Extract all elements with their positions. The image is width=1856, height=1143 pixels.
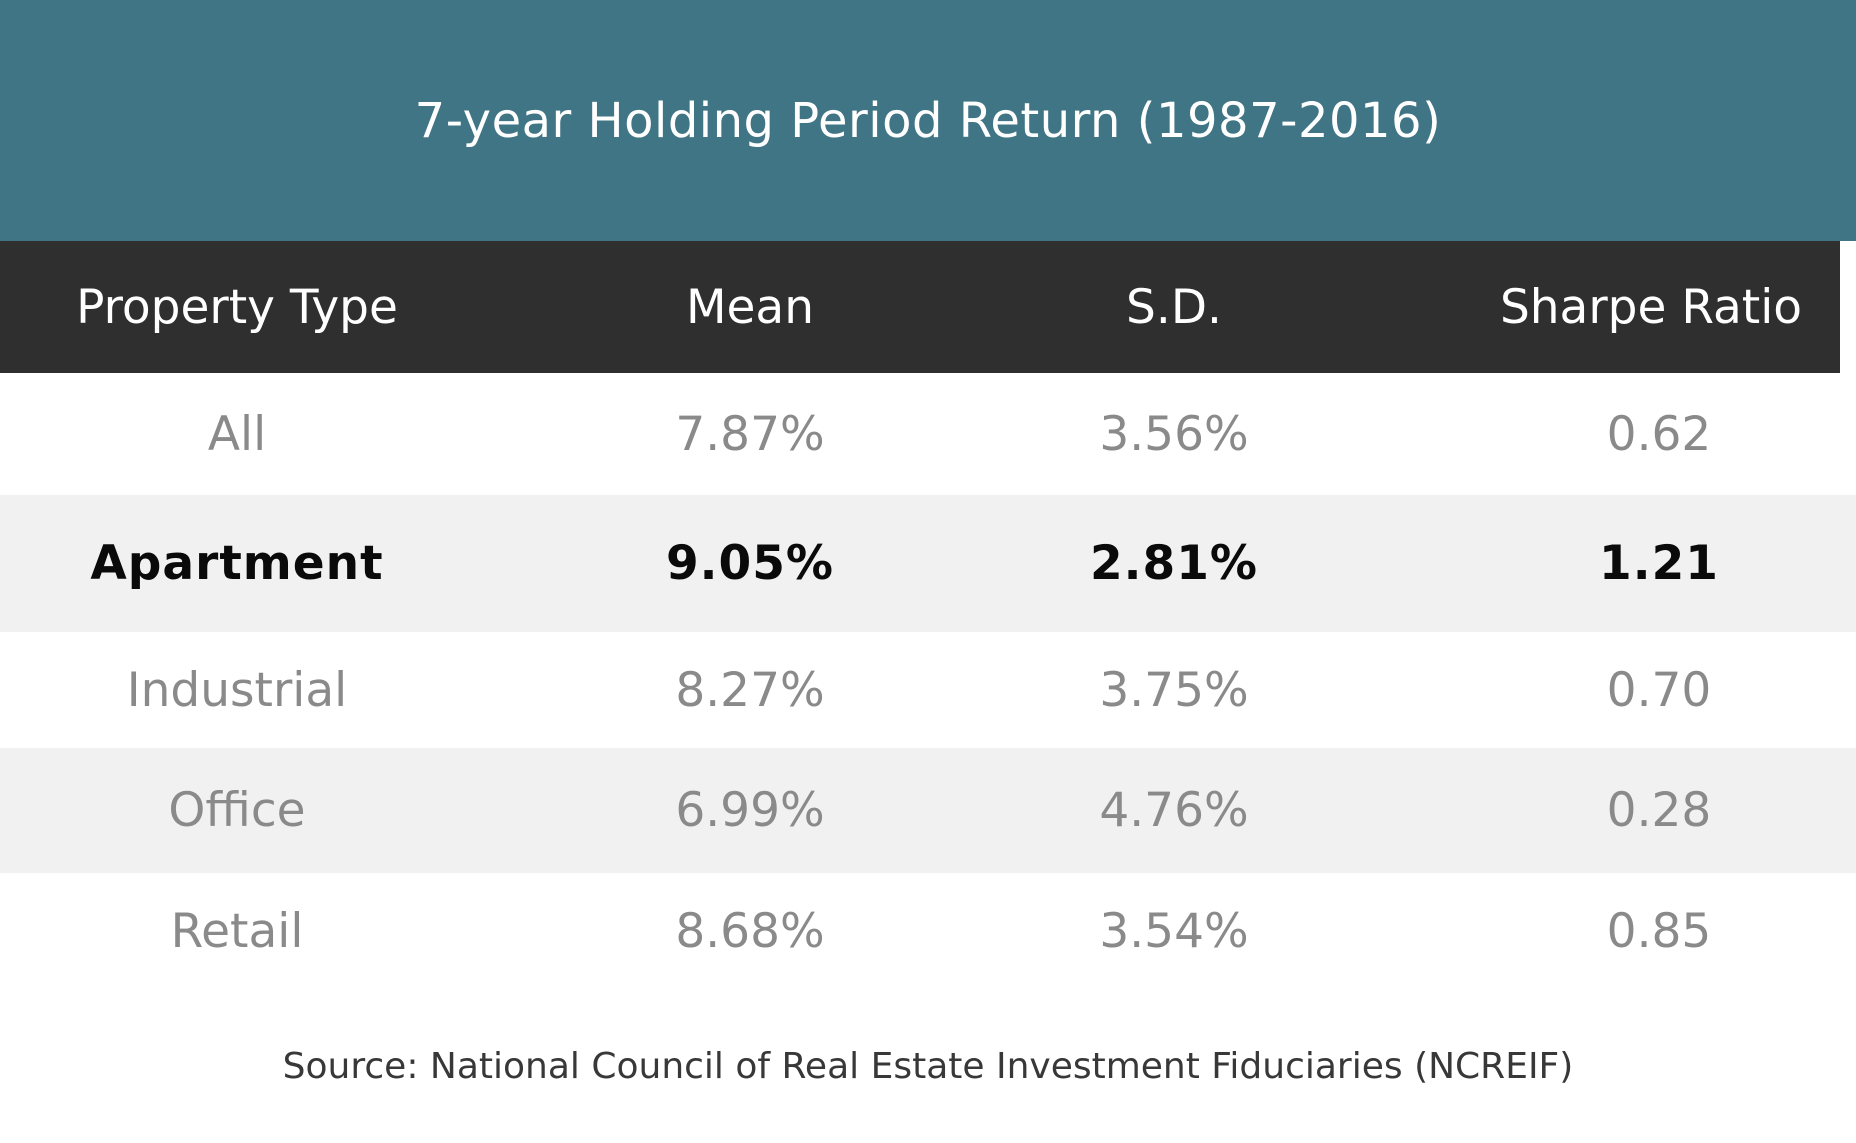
cell-sd: 3.75%: [1099, 662, 1249, 718]
cell-sharpe: 1.21: [1599, 536, 1719, 591]
column-header-sharpe-ratio: Sharpe Ratio: [1499, 279, 1803, 335]
column-header-mean: Mean: [685, 279, 815, 335]
table-row-retail: Retail 8.68% 3.54% 0.85: [0, 873, 1856, 990]
column-header-sd: S.D.: [1126, 279, 1222, 335]
table-row-apartment-highlighted: Apartment 9.05% 2.81% 1.21: [0, 495, 1856, 632]
cell-mean: 8.68%: [675, 904, 825, 959]
source-note: Source: National Council of Real Estate …: [282, 1046, 1574, 1087]
cell-sd: 3.56%: [1099, 406, 1249, 462]
cell-property: Industrial: [126, 662, 348, 718]
cell-sharpe: 0.85: [1606, 904, 1712, 959]
cell-mean: 7.87%: [675, 406, 825, 462]
column-header-property-type: Property Type: [76, 279, 398, 335]
cell-property: Apartment: [90, 536, 384, 591]
cell-property: All: [207, 406, 267, 462]
title-banner: 7-year Holding Period Return (1987-2016): [0, 0, 1856, 241]
cell-mean: 6.99%: [675, 783, 825, 838]
table-header-row: Property Type Mean S.D. Sharpe Ratio: [0, 241, 1840, 373]
table-row-all: All 7.87% 3.56% 0.62: [0, 373, 1856, 495]
cell-sd: 2.81%: [1089, 536, 1259, 591]
table-row-industrial: Industrial 8.27% 3.75% 0.70: [0, 632, 1856, 748]
cell-property: Office: [168, 783, 306, 838]
cell-property: Retail: [170, 904, 304, 959]
table-row-office: Office 6.99% 4.76% 0.28: [0, 748, 1856, 873]
footer: Source: National Council of Real Estate …: [0, 990, 1856, 1143]
table-title: 7-year Holding Period Return (1987-2016): [414, 92, 1442, 149]
cell-sharpe: 0.62: [1606, 406, 1712, 462]
cell-mean: 9.05%: [665, 536, 835, 591]
cell-sharpe: 0.28: [1606, 783, 1712, 838]
table-body: All 7.87% 3.56% 0.62 Apartment 9.05% 2.8…: [0, 373, 1856, 990]
cell-sd: 4.76%: [1099, 783, 1249, 838]
cell-sharpe: 0.70: [1606, 662, 1712, 718]
cell-mean: 8.27%: [675, 662, 825, 718]
cell-sd: 3.54%: [1099, 904, 1249, 959]
